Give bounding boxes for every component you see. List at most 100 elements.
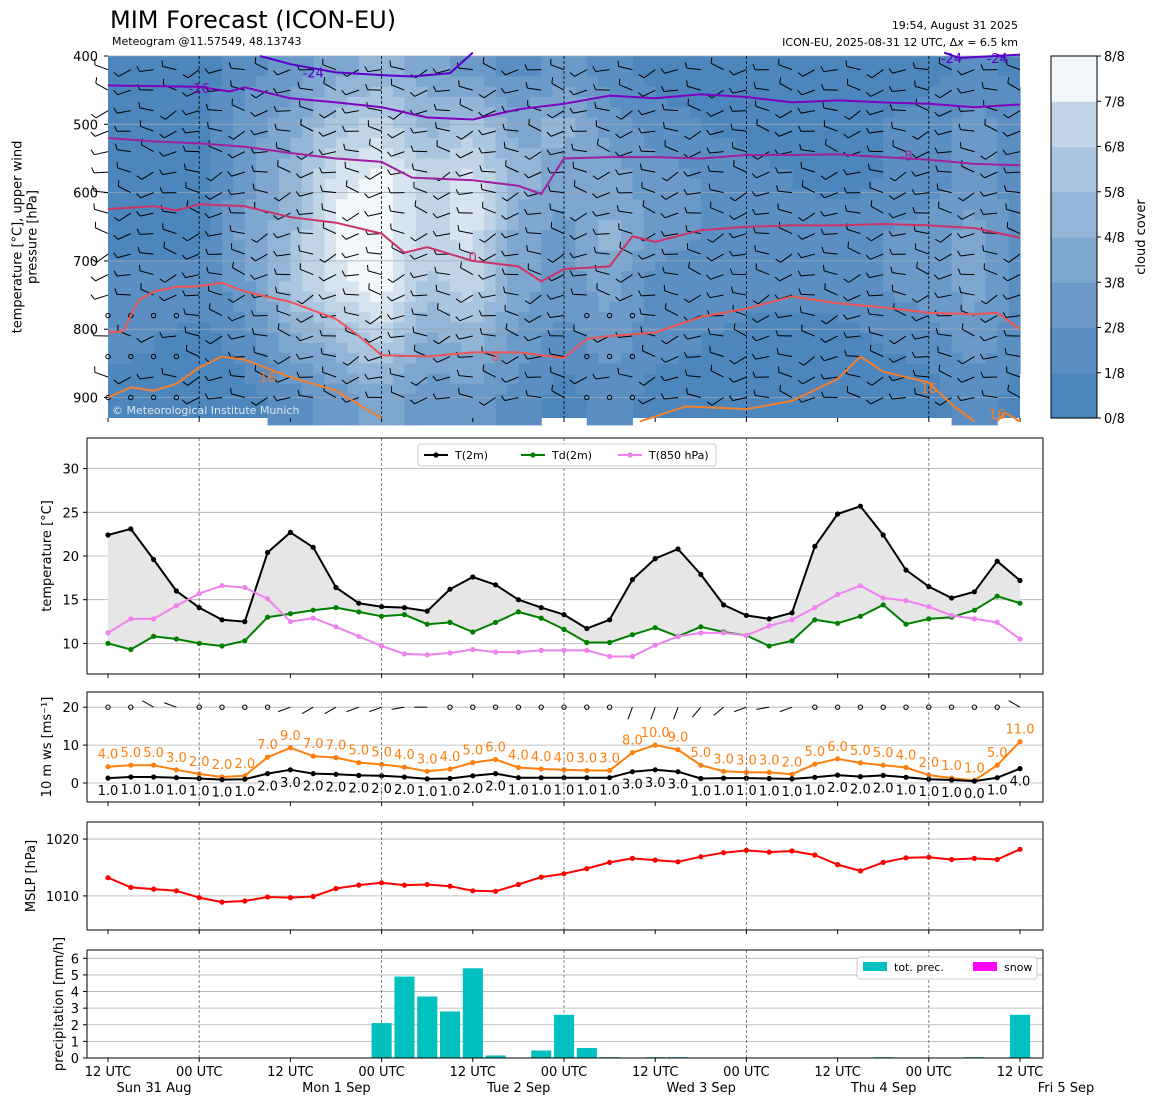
cloud-cell <box>176 271 189 282</box>
cloud-cell <box>860 199 873 211</box>
cloud-cell <box>450 404 462 416</box>
cloud-cell <box>256 260 269 272</box>
cloud-cell <box>358 291 371 303</box>
wind-barb <box>664 272 679 276</box>
cloud-cell <box>438 271 451 282</box>
cloud-cell <box>233 189 246 200</box>
cloud-cell <box>438 178 451 190</box>
wind-barb-flag <box>364 66 369 72</box>
colorbar-label: cloud cover <box>1134 199 1149 275</box>
cloud-cell <box>940 342 953 354</box>
cloud-cell <box>450 178 462 190</box>
cloud-cell <box>985 250 998 262</box>
wind-barb <box>938 62 952 71</box>
cloud-cell <box>894 271 907 282</box>
cloud-cell <box>381 312 394 323</box>
cloud-cell <box>210 240 223 252</box>
cloud-cell <box>940 138 953 149</box>
wind-data-label: 8.0 <box>622 734 643 749</box>
cloud-cell <box>564 281 576 293</box>
cloud-cell <box>997 86 1010 98</box>
wind-barb <box>278 706 291 713</box>
cloud-cell <box>347 117 360 129</box>
wind-barb <box>937 170 952 173</box>
cloud-cell <box>461 178 474 190</box>
cloud-cell <box>826 230 839 241</box>
wind-barb-flag <box>1003 167 1007 174</box>
cloud-cell <box>621 332 633 344</box>
cloud-cell <box>415 148 428 159</box>
wind-data-label: 1.0 <box>599 784 620 799</box>
cloud-cell <box>609 312 622 323</box>
wind-barb <box>164 702 177 708</box>
wind-barb-flag <box>478 111 484 117</box>
wind-barb <box>391 247 405 255</box>
wind-barb <box>870 397 884 405</box>
cloud-cell <box>267 178 280 190</box>
cloud-cell <box>837 301 850 313</box>
cloud-cell <box>415 383 428 395</box>
cloud-cell <box>404 363 417 375</box>
wind-barb <box>415 376 428 386</box>
wind-barb-flag <box>957 359 963 365</box>
data-point <box>447 650 453 656</box>
cloud-cell <box>370 373 383 385</box>
cloud-cell <box>495 158 508 170</box>
wind-barb-flag <box>912 206 916 213</box>
cloud-cell <box>609 97 622 108</box>
cloud-cell <box>963 353 975 364</box>
cloud-cell <box>370 219 383 231</box>
wind-barb-flag <box>843 278 850 283</box>
cloud-cell <box>780 240 793 252</box>
wind-barb-flag <box>774 131 780 137</box>
cloud-cell <box>495 414 508 426</box>
cloud-cell <box>769 230 782 241</box>
cloud-cell <box>130 322 143 334</box>
cloud-cell <box>997 363 1010 375</box>
cloud-cell <box>267 383 280 395</box>
cloud-cell <box>985 271 998 282</box>
cloud-cell <box>678 209 690 221</box>
cloud-cell <box>643 189 656 200</box>
wind-barb-flag <box>183 163 186 170</box>
wind-barb-flag <box>184 326 187 333</box>
wind-barb-flag <box>956 70 962 76</box>
wind-barb <box>253 170 268 173</box>
cloud-cell <box>324 404 337 416</box>
wind-barb-flag <box>684 369 688 376</box>
cloud-cell <box>507 250 519 262</box>
data-point <box>105 875 111 881</box>
cloud-cell <box>1008 138 1021 149</box>
wind-barb <box>390 210 405 214</box>
wind-barb-flag <box>847 241 850 248</box>
wind-barb <box>324 706 337 715</box>
wind-barb-flag <box>502 123 505 130</box>
cloud-cell <box>347 383 360 395</box>
cloud-cell <box>438 148 451 159</box>
cloud-cell <box>267 219 280 231</box>
cloud-cell <box>381 127 394 139</box>
calm-circle <box>971 704 978 710</box>
cloud-cell <box>415 322 428 334</box>
cloud-cell <box>290 301 303 313</box>
cloud-cell <box>370 127 383 139</box>
cloud-cell <box>860 189 873 200</box>
cloud-cell <box>484 76 497 88</box>
cloud-cell <box>358 209 371 221</box>
cloud-cell <box>438 56 451 67</box>
cloud-cell <box>495 301 508 313</box>
cloud-cell <box>393 230 405 241</box>
cloud-cell <box>427 127 440 139</box>
cloud-cell <box>518 332 531 344</box>
data-point <box>333 605 339 611</box>
wind-barb-flag <box>478 256 484 262</box>
wind-barb <box>756 124 770 132</box>
cloud-cell <box>301 148 314 159</box>
wind-barb-flag <box>546 294 552 300</box>
cloud-cell <box>507 86 519 98</box>
cloud-cell <box>894 189 907 200</box>
wind-barb <box>595 376 610 380</box>
cloud-cell <box>951 189 964 200</box>
cloud-cell <box>313 127 326 139</box>
cloud-cell <box>757 240 770 252</box>
